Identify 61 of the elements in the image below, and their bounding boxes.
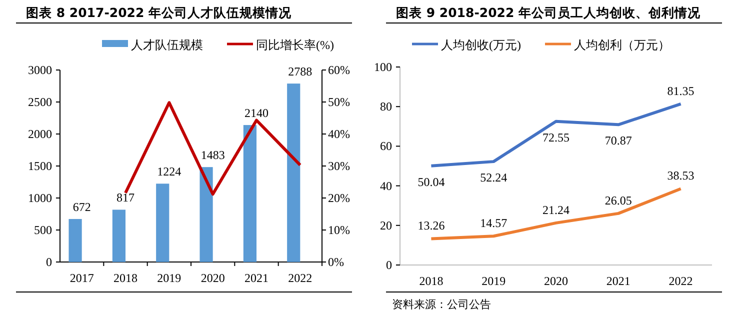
data-label: 14.57 xyxy=(480,216,508,230)
y2-tick-label: 30% xyxy=(328,159,350,173)
legend-label: 人均创利（万元） xyxy=(574,38,670,52)
y-tick-label: 1500 xyxy=(28,159,52,173)
y2-tick-label: 40% xyxy=(328,127,350,141)
data-label: 26.05 xyxy=(604,193,632,208)
data-label: 52.24 xyxy=(480,170,508,185)
y-tick-label: 0 xyxy=(46,255,52,269)
x-tick-label: 2022 xyxy=(668,274,693,288)
data-label: 70.87 xyxy=(604,134,632,148)
bar xyxy=(112,210,126,262)
data-label: 81.35 xyxy=(667,84,694,98)
legend-label: 人均创收(万元) xyxy=(441,38,521,52)
data-label: 72.55 xyxy=(542,130,570,144)
x-tick-label: 2022 xyxy=(288,271,312,285)
y2-tick-label: 10% xyxy=(328,223,350,237)
data-label: 21.24 xyxy=(542,202,570,217)
y2-tick-label: 50% xyxy=(328,95,350,109)
text: 资料来源：公司公告 xyxy=(392,298,491,311)
data-label: 672 xyxy=(72,200,91,214)
x-tick-label: 2018 xyxy=(419,274,444,288)
y2-tick-label: 0% xyxy=(328,255,344,269)
bar xyxy=(68,218,82,262)
y-tick-label: 0 xyxy=(386,258,392,272)
x-tick-label: 2020 xyxy=(200,271,225,285)
legend-label: 同比增长率(%) xyxy=(256,38,334,52)
bar xyxy=(156,184,170,262)
x-tick-label: 2019 xyxy=(482,274,506,288)
y2-tick-label: 60% xyxy=(328,63,350,77)
x-tick-label: 2020 xyxy=(544,274,568,288)
chart-title: 图表 8 2017-2022 年公司人才队伍规模情况 xyxy=(26,5,293,20)
y-tick-label: 2500 xyxy=(28,95,52,109)
y-tick-label: 500 xyxy=(34,223,52,237)
data-label: 2140 xyxy=(244,106,268,120)
line-series xyxy=(430,102,682,168)
data-label: 38.53 xyxy=(667,168,694,183)
y-tick-label: 60 xyxy=(380,139,392,154)
data-label: 2788 xyxy=(288,64,312,79)
y2-tick-label: 20% xyxy=(328,191,350,205)
x-tick-label: 2021 xyxy=(606,274,630,288)
data-label: 50.04 xyxy=(418,174,445,189)
x-tick-label: 2018 xyxy=(114,271,138,285)
data-label: 1224 xyxy=(157,164,182,179)
data-label: 1483 xyxy=(200,148,225,162)
x-tick-label: 2021 xyxy=(244,271,268,285)
y-tick-label: 1000 xyxy=(28,191,52,205)
y-tick-label: 2000 xyxy=(28,127,52,141)
y-tick-label: 40 xyxy=(380,178,392,193)
bar xyxy=(200,167,213,262)
x-tick-label: 2017 xyxy=(70,271,94,285)
y-tick-label: 100 xyxy=(374,60,392,74)
data-label: 13.26 xyxy=(418,218,445,233)
bar xyxy=(243,125,256,262)
x-tick-label: 2019 xyxy=(157,271,182,285)
y-tick-label: 3000 xyxy=(28,63,52,77)
y-tick-label: 80 xyxy=(380,100,392,114)
legend-label: 人才队伍规模 xyxy=(131,38,203,52)
bar xyxy=(287,84,300,262)
chart-title: 图表 9 2018-2022 年公司员工人均创收、创利情况 xyxy=(396,5,702,20)
y-tick-label: 20 xyxy=(380,218,392,232)
data-label: 817 xyxy=(116,190,134,205)
